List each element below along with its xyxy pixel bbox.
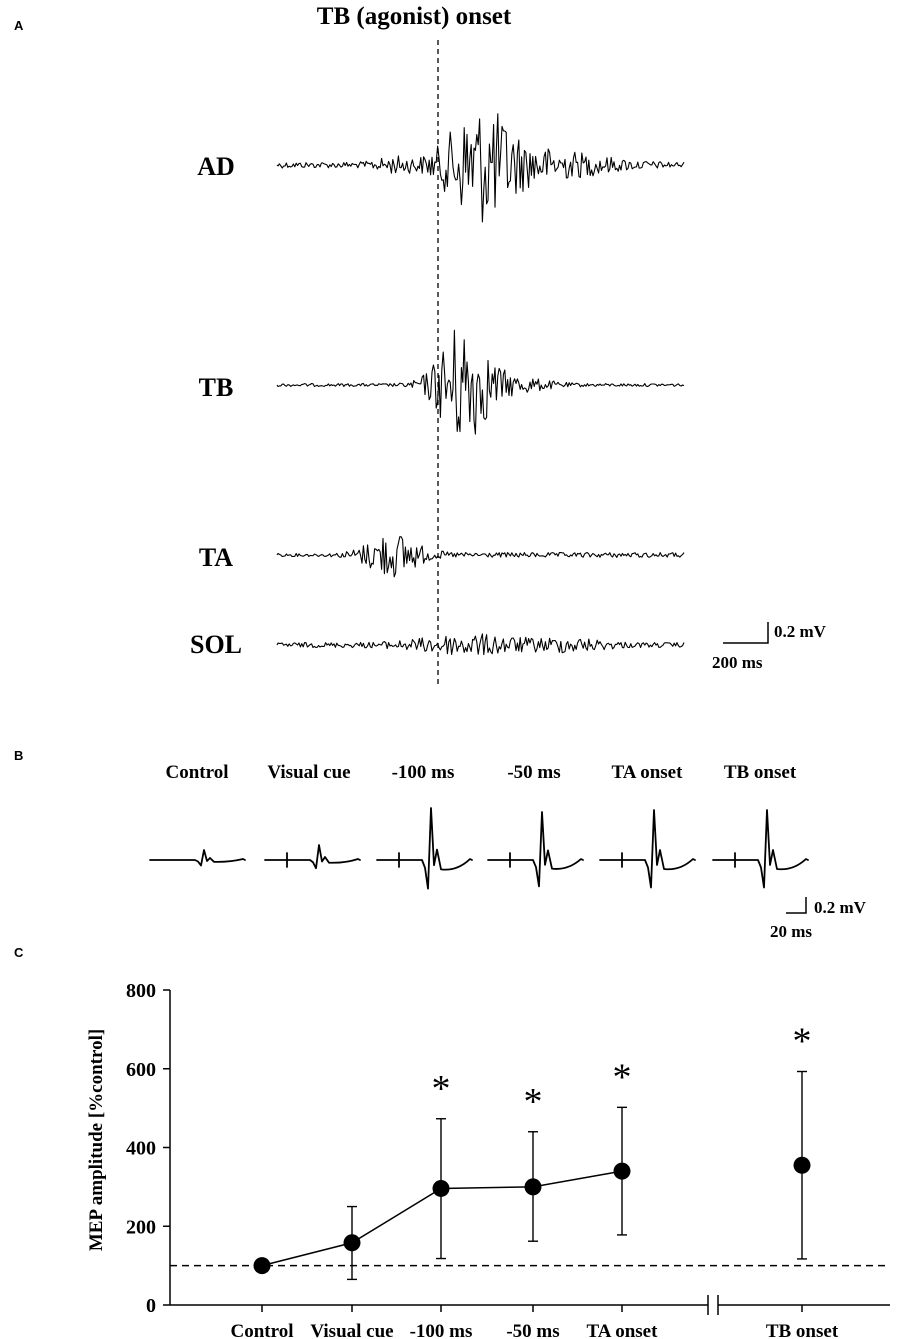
mep-condition-label: Visual cue (267, 762, 350, 783)
significance-asterisk: * (613, 1056, 632, 1098)
emg-trace-ta (276, 536, 685, 578)
y-tick-label: 600 (126, 1059, 156, 1081)
mep-amplitude-chart: 0 200 400 600 800 Control Visual cue -100 ms -50… (126, 980, 890, 1339)
mep-condition-label: -100 ms (392, 762, 455, 783)
mep-condition-labels: Control Visual cue -100 ms -50 ms TA onset TB… (166, 762, 797, 783)
significance-asterisk: * (524, 1081, 543, 1123)
data-point (793, 1156, 811, 1174)
scale-a-voltage: 0.2 mV (774, 622, 827, 641)
y-tick-label: 800 (126, 980, 156, 1002)
panel-b-label: B (14, 748, 23, 763)
mep-trace (599, 809, 696, 889)
mep-traces (149, 807, 809, 890)
x-tick-label: TB onset (766, 1321, 839, 1339)
muscle-label-sol: SOL (190, 630, 242, 659)
panel-a-label: A (14, 18, 24, 33)
mep-condition-label: -50 ms (507, 762, 560, 783)
mep-trace (376, 807, 473, 890)
panel-a-title: TB (agonist) onset (317, 3, 512, 30)
mep-trace (487, 811, 584, 888)
x-tick-label: -50 ms (506, 1321, 559, 1339)
muscle-label-ta: TA (199, 543, 233, 572)
mep-trace (264, 844, 361, 870)
scale-b-voltage: 0.2 mV (814, 898, 867, 917)
scale-bar-a (723, 622, 769, 644)
data-point (613, 1162, 631, 1180)
emg-trace-tb (276, 329, 685, 435)
emg-trace-sol (276, 633, 685, 656)
mep-condition-label: Control (166, 762, 229, 783)
mep-condition-label: TA onset (612, 762, 684, 783)
mep-trace (149, 849, 246, 867)
x-tick-label: TA onset (587, 1321, 659, 1339)
significance-asterisk: * (432, 1068, 451, 1110)
mep-trace (712, 809, 809, 889)
y-tick-label: 0 (146, 1295, 156, 1317)
muscle-label-ad: AD (197, 152, 235, 181)
x-tick-label: Visual cue (310, 1321, 393, 1339)
panel-c-label: C (14, 945, 24, 960)
y-tick-label: 400 (126, 1138, 156, 1160)
scale-a-time: 200 ms (712, 653, 763, 672)
y-tick-label: 200 (126, 1216, 156, 1238)
scale-bar-b (786, 897, 807, 914)
y-axis-label: MEP amplitude [%control] (86, 1029, 107, 1251)
data-point (253, 1257, 271, 1275)
data-point (343, 1234, 361, 1252)
data-point (524, 1178, 542, 1196)
significance-asterisk: * (793, 1021, 812, 1063)
x-tick-label: Control (231, 1321, 294, 1339)
mep-condition-label: TB onset (724, 762, 797, 783)
scale-b-time: 20 ms (770, 922, 812, 941)
muscle-label-tb: TB (199, 373, 234, 402)
x-tick-label: -100 ms (410, 1321, 473, 1339)
data-point (432, 1179, 450, 1197)
emg-trace-ad (276, 113, 685, 223)
